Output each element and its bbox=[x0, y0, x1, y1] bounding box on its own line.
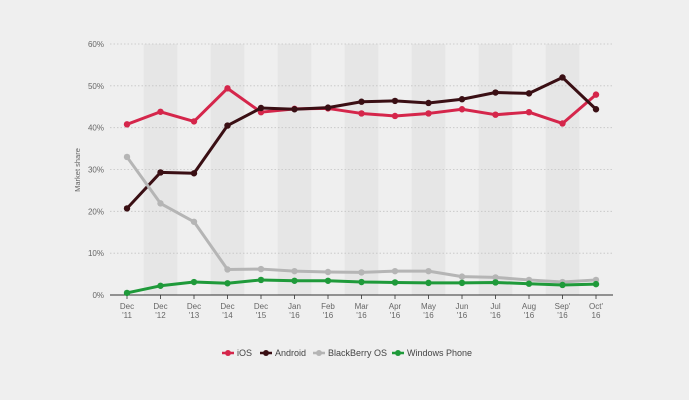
windows-phone-point bbox=[291, 277, 298, 284]
blackberry-os-point bbox=[190, 218, 198, 225]
android-point bbox=[525, 90, 533, 97]
blackberry-os-point bbox=[391, 267, 399, 275]
series-android bbox=[123, 74, 600, 212]
x-tick-label: Jul '16 bbox=[490, 302, 501, 320]
x-tick-label: Sep' '16 bbox=[555, 302, 571, 320]
x-tick-label: Jan '16 bbox=[288, 302, 301, 320]
windows-phone-point bbox=[525, 280, 533, 287]
ios-point bbox=[224, 85, 231, 92]
x-tick-label: Dec '12 bbox=[153, 302, 167, 320]
y-tick-label: 40% bbox=[88, 124, 104, 133]
ios-point bbox=[190, 118, 198, 125]
legend-label: iOS bbox=[237, 348, 252, 358]
blackberry-os-point bbox=[157, 200, 164, 207]
y-tick-label: 30% bbox=[88, 166, 104, 175]
blackberry-os-point bbox=[425, 267, 432, 275]
android-point bbox=[190, 170, 198, 177]
x-tick-label: Dec '11 bbox=[120, 302, 134, 320]
y-tick-label: 50% bbox=[88, 82, 104, 91]
blackberry-os-point bbox=[324, 268, 332, 276]
blackberry-os-point bbox=[458, 273, 466, 280]
windows-phone-point bbox=[157, 282, 164, 289]
android-point bbox=[224, 122, 231, 129]
y-axis-label: Market share bbox=[73, 148, 82, 192]
android-point bbox=[123, 205, 131, 212]
y-tick-label: 0% bbox=[92, 291, 104, 300]
ios-point bbox=[123, 121, 131, 128]
android-point bbox=[157, 169, 164, 176]
x-tick-label: Dec '13 bbox=[187, 302, 201, 320]
windows-phone-point bbox=[123, 289, 131, 297]
windows-phone-point bbox=[224, 280, 231, 287]
android-point bbox=[458, 96, 466, 103]
legend-label: Android bbox=[275, 348, 306, 358]
blackberry-os-point bbox=[257, 265, 265, 273]
ios-point bbox=[358, 110, 365, 117]
ios-point bbox=[157, 108, 164, 115]
legend-marker bbox=[395, 350, 401, 356]
android-point bbox=[324, 104, 332, 111]
ios-point bbox=[458, 106, 466, 113]
android-point bbox=[391, 97, 399, 105]
windows-phone-point bbox=[592, 280, 600, 288]
legend-item-android[interactable]: Android bbox=[260, 348, 306, 358]
android-point bbox=[257, 104, 265, 112]
blackberry-os-point bbox=[358, 269, 365, 276]
windows-phone-point bbox=[559, 281, 566, 289]
x-tick-label: Dec '15 bbox=[254, 302, 268, 320]
x-tick-label: Jun '16 bbox=[456, 302, 469, 320]
ios-point bbox=[559, 120, 566, 127]
y-tick-label: 10% bbox=[88, 249, 104, 258]
windows-phone-point bbox=[492, 279, 499, 286]
windows-phone-point bbox=[257, 276, 265, 284]
android-point bbox=[592, 106, 600, 113]
legend-marker bbox=[263, 350, 269, 356]
legend-marker bbox=[225, 350, 231, 356]
legend-item-windows-phone[interactable]: Windows Phone bbox=[392, 348, 472, 358]
blackberry-os-point bbox=[123, 153, 131, 161]
column-band bbox=[277, 44, 312, 295]
android-point bbox=[559, 74, 566, 81]
legend-label: BlackBerry OS bbox=[328, 348, 387, 358]
x-tick-label: Feb '16 bbox=[321, 302, 335, 320]
x-tick-label: Aug '16 bbox=[522, 302, 536, 320]
blackberry-os-point bbox=[224, 266, 231, 273]
ios-point bbox=[492, 111, 499, 118]
y-tick-label: 20% bbox=[88, 207, 104, 216]
windows-phone-point bbox=[391, 279, 399, 286]
x-tick-label: Mar '16 bbox=[355, 302, 369, 320]
windows-phone-point bbox=[190, 278, 198, 286]
ios-point bbox=[425, 110, 432, 117]
legend-marker bbox=[316, 350, 322, 356]
ios-point bbox=[391, 112, 399, 120]
blackberry-os-point bbox=[492, 274, 499, 281]
x-tick-label: Dec '14 bbox=[220, 302, 234, 320]
android-point bbox=[492, 89, 499, 96]
windows-phone-point bbox=[425, 279, 432, 287]
android-point bbox=[425, 99, 432, 107]
legend-item-ios[interactable]: iOS bbox=[222, 348, 252, 358]
x-tick-label: May '16 bbox=[421, 302, 436, 320]
series-windows-phone bbox=[123, 276, 600, 297]
windows-phone-point bbox=[458, 279, 466, 287]
android-point bbox=[291, 106, 298, 113]
y-tick-label: 60% bbox=[88, 40, 104, 49]
legend-item-blackberry-os[interactable]: BlackBerry OS bbox=[313, 348, 387, 358]
ios-point bbox=[592, 91, 600, 98]
x-tick-label: Apr '16 bbox=[389, 302, 402, 320]
blackberry-os-point bbox=[291, 267, 298, 275]
legend-label: Windows Phone bbox=[407, 348, 472, 358]
windows-phone-point bbox=[324, 277, 332, 284]
android-point bbox=[358, 98, 365, 105]
windows-phone-point bbox=[358, 278, 365, 286]
ios-point bbox=[525, 108, 533, 116]
series-blackberry-os bbox=[123, 153, 600, 286]
x-tick-label: Oct' 16 bbox=[589, 302, 603, 320]
